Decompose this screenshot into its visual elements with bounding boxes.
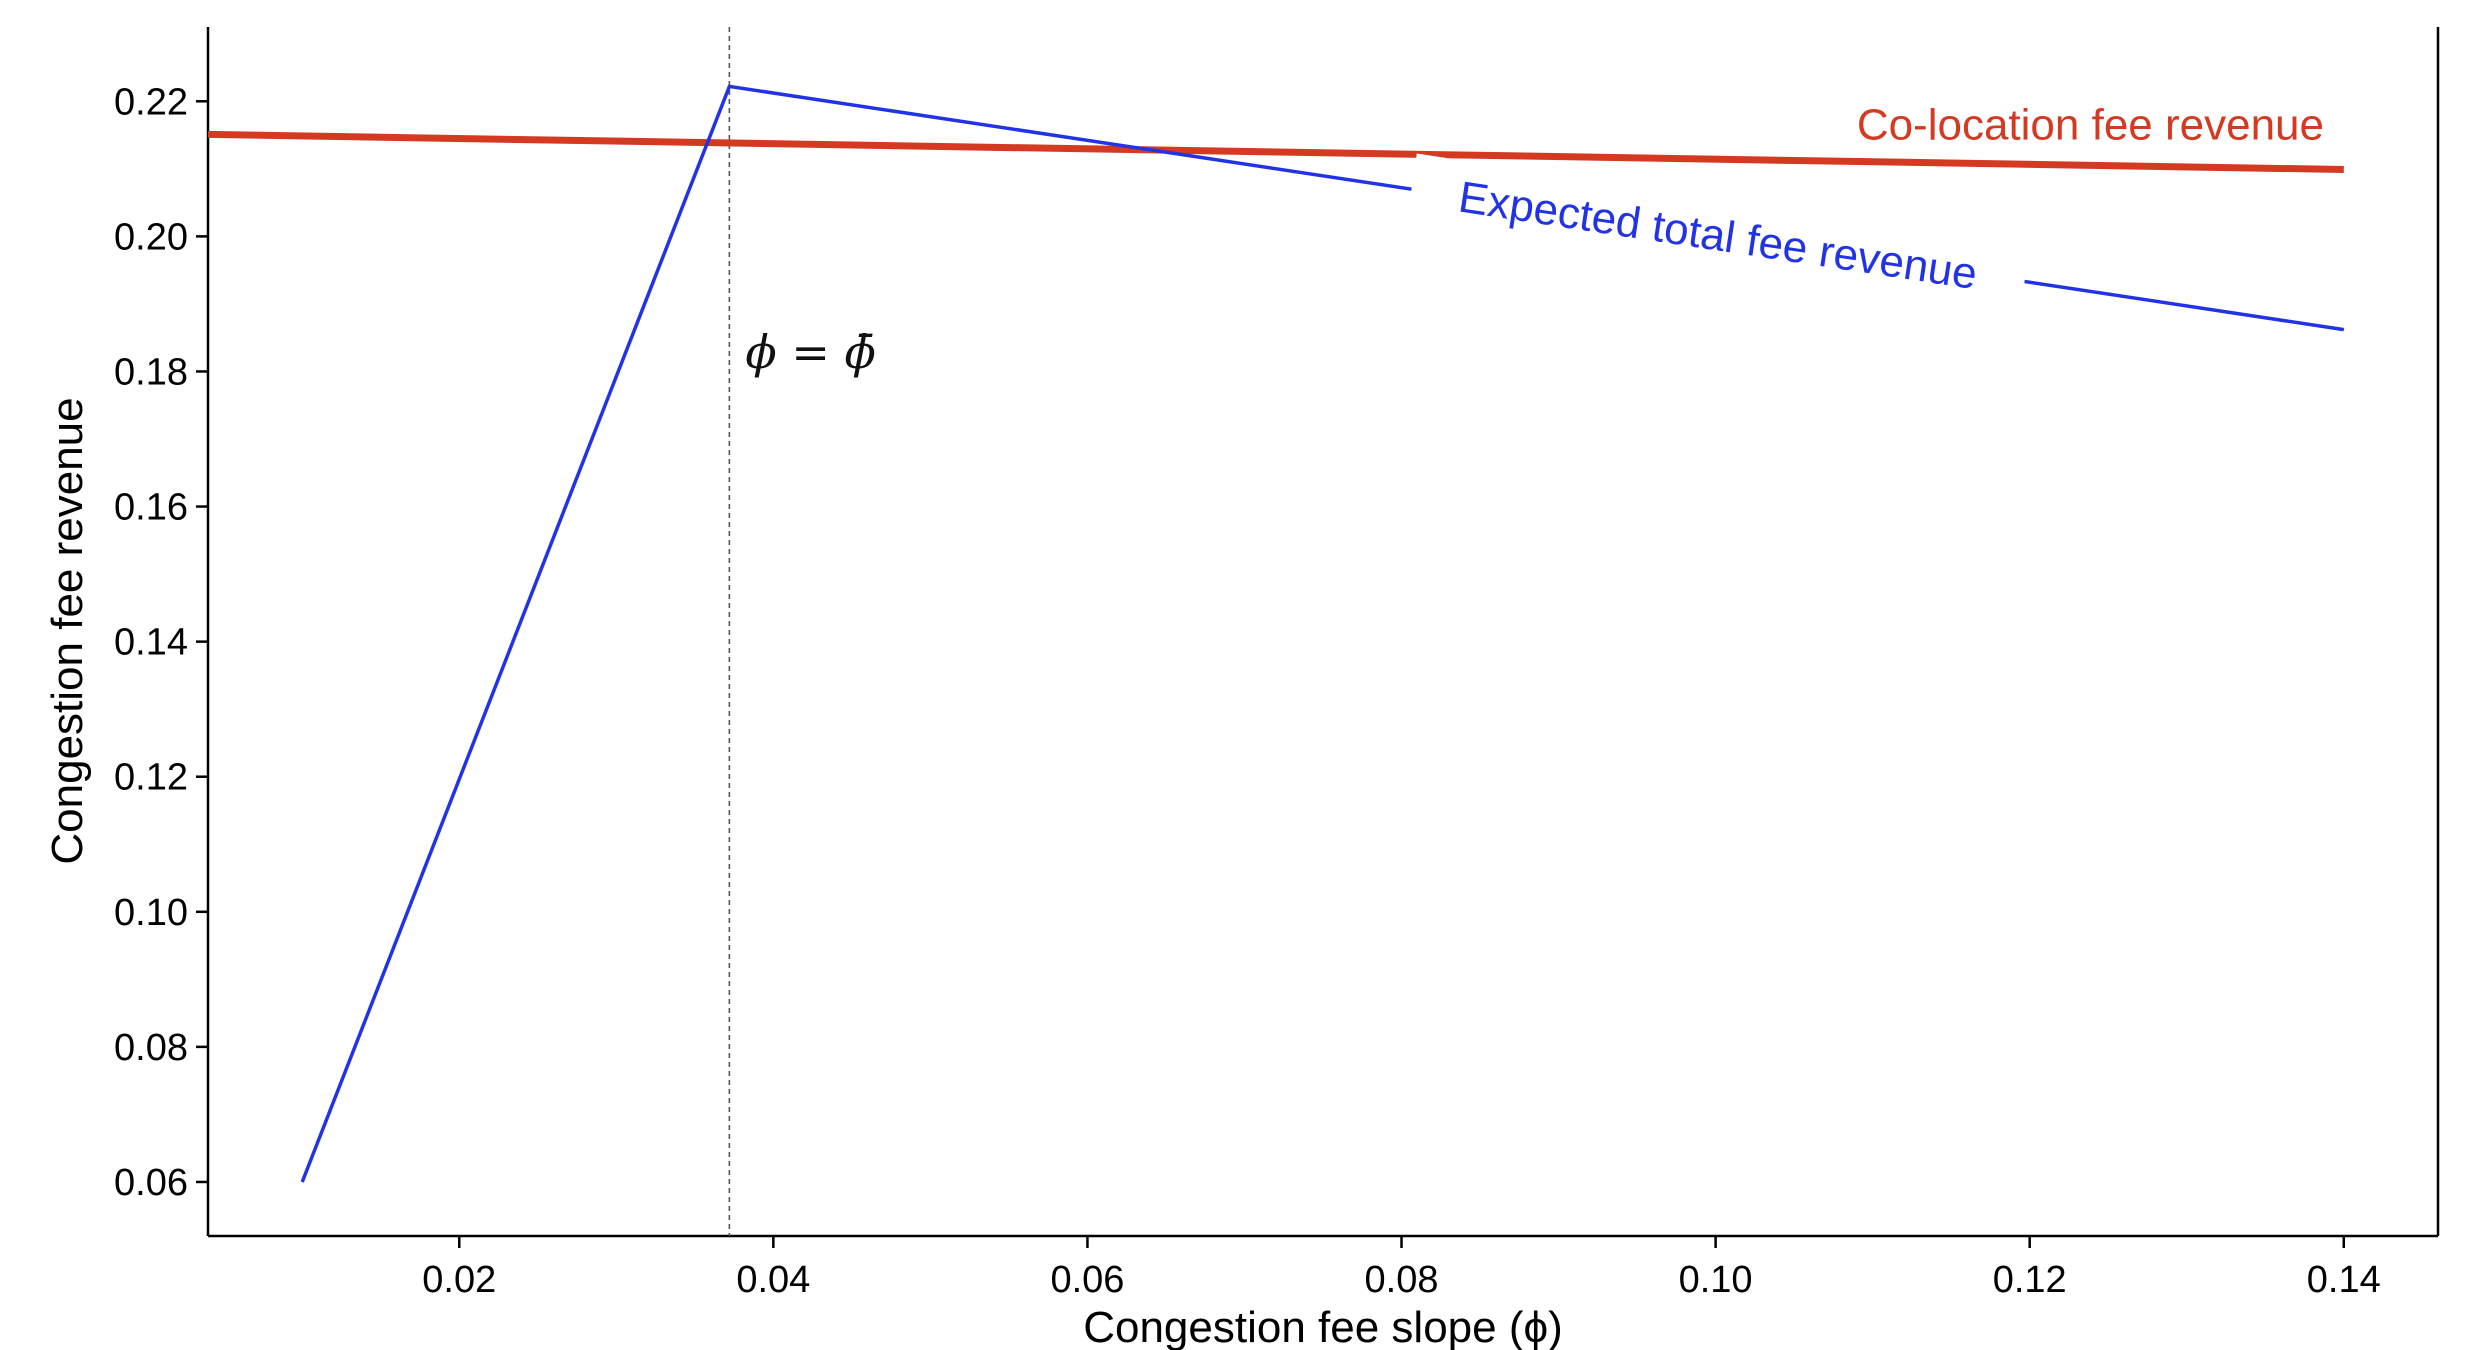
x-tick-label: 0.02 (422, 1259, 496, 1301)
series-line-expected-total-fee-revenue (300, 84, 2345, 1183)
y-axis-label: Congestion fee revenue (43, 397, 92, 864)
y-tick-label: 0.12 (114, 757, 188, 799)
axes (206, 27, 2440, 1238)
y-tick-label: 0.14 (114, 622, 188, 664)
y-tick-label: 0.08 (114, 1027, 188, 1069)
series-line-co-location-fee-revenue (207, 130, 2344, 173)
x-ticks: 0.02 0.04 0.06 0.08 0.10 0.12 0.14 (422, 1236, 2381, 1301)
y-tick-label: 0.10 (114, 892, 188, 934)
y-tick-label: 0.16 (114, 487, 188, 529)
x-tick-label: 0.04 (736, 1259, 810, 1301)
x-tick-label: 0.14 (2307, 1259, 2381, 1301)
x-tick-label: 0.08 (1365, 1259, 1439, 1301)
series-label-co-location: Co-location fee revenue (1857, 101, 2324, 150)
x-tick-label: 0.06 (1050, 1259, 1124, 1301)
y-ticks: 0.06 0.08 0.10 0.12 0.14 0.16 0.18 0.20 0.22 (114, 81, 208, 1204)
x-axis-label: Congestion fee slope (ϕ) (1083, 1303, 1563, 1350)
reference-line-label: ϕ = ϕ̄ (745, 325, 876, 379)
series-label-background (1406, 153, 2030, 318)
y-tick-label: 0.06 (114, 1162, 188, 1204)
x-tick-label: 0.10 (1679, 1259, 1753, 1301)
y-tick-label: 0.22 (114, 81, 188, 123)
series-labels: Expected total fee revenue Co-location f… (1406, 101, 2324, 318)
y-tick-label: 0.20 (114, 216, 188, 258)
y-tick-label: 0.18 (114, 351, 188, 393)
x-tick-label: 0.12 (1993, 1259, 2067, 1301)
